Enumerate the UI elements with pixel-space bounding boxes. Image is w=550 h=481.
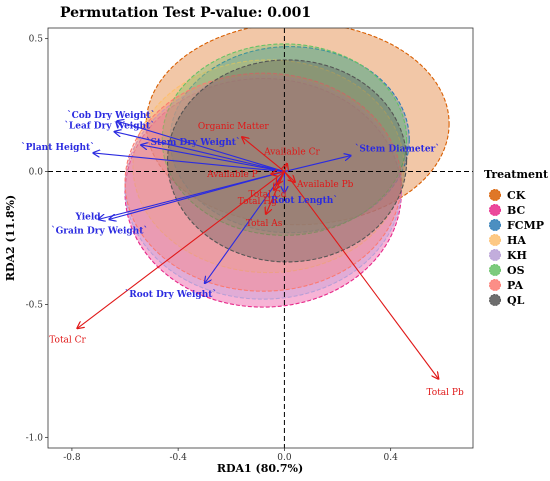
label-total-cr: Total Cr bbox=[49, 335, 86, 345]
legend-label-bc: BC bbox=[507, 204, 526, 217]
vector-grain-dry-weight bbox=[109, 171, 285, 220]
legend-title: Treatment bbox=[484, 168, 549, 181]
legend: Treatment CK BC FCMP HA KH OS PA QL bbox=[484, 168, 549, 307]
x-axis-ticks: -0.8 -0.4 0.0 0.4 bbox=[63, 448, 398, 463]
vector-stem-dry-weight bbox=[141, 145, 285, 173]
y-tick-label: -1.0 bbox=[26, 433, 44, 443]
label-stem-diameter: `Stem Diameter` bbox=[355, 144, 440, 155]
legend-key-fcmp bbox=[489, 219, 501, 231]
vector-root-dry-weight bbox=[205, 171, 285, 284]
label-stem-dry-weight: `Stem Dry Weight` bbox=[146, 137, 240, 148]
y-tick-label: 0.5 bbox=[29, 35, 44, 45]
vector-available-cr bbox=[284, 164, 287, 172]
vector-organic-matter bbox=[242, 137, 285, 172]
label-leaf-dry-weight: `Leaf Dry Weight` bbox=[64, 121, 154, 132]
vector-total-cr bbox=[77, 171, 285, 329]
label-root-dry-weight: `Root Dry Weight` bbox=[125, 289, 217, 300]
legend-label-ha: HA bbox=[507, 234, 526, 247]
legend-label-ql: QL bbox=[507, 294, 525, 307]
label-cob-dry-weight: `Cob Dry Weight` bbox=[67, 110, 155, 121]
y-tick-label: 0.0 bbox=[29, 168, 44, 178]
legend-label-pa: PA bbox=[507, 279, 523, 292]
vector-total-as bbox=[266, 171, 285, 215]
label-plant-height: `Plant Height` bbox=[21, 142, 95, 153]
x-tick-label: 0.4 bbox=[383, 453, 398, 463]
x-tick-label: 0.0 bbox=[277, 453, 292, 463]
plot-panel-border bbox=[47, 27, 474, 449]
legend-key-bc bbox=[489, 204, 501, 216]
biplot-vectors bbox=[77, 121, 438, 379]
vector-cob-dry-weight bbox=[117, 121, 285, 173]
x-axis-title: RDA1 (80.7%) bbox=[217, 462, 303, 475]
y-axis-title: RDA2 (11.8%) bbox=[4, 195, 17, 281]
ellipse-ql bbox=[166, 59, 408, 263]
legend-key-pa bbox=[489, 279, 501, 291]
legend-label-ck: CK bbox=[507, 189, 526, 202]
y-axis-ticks: 0.5 0.0 -0.5 -1.0 bbox=[26, 35, 48, 443]
legend-key-ql bbox=[489, 294, 501, 306]
label-total-cd: Total Cd bbox=[248, 190, 286, 200]
legend-key-kh bbox=[489, 249, 501, 261]
vector-stem-diameter bbox=[284, 156, 350, 173]
biplot-labels: `Cob Dry Weight``Leaf Dry Weight` `Plant … bbox=[21, 110, 464, 398]
x-tick-label: -0.4 bbox=[169, 453, 187, 463]
ellipse-ck bbox=[145, 28, 450, 226]
legend-key-ha bbox=[489, 234, 501, 246]
label-organic-matter: Organic Matter bbox=[198, 122, 270, 132]
label-available-p: Available P bbox=[206, 170, 258, 180]
x-tick-label: -0.8 bbox=[63, 453, 81, 463]
reference-lines bbox=[48, 28, 473, 448]
vector-leaf-dry-weight bbox=[114, 132, 285, 173]
legend-label-fcmp: FCMP bbox=[507, 219, 544, 232]
label-grain-dry-weight: `Grain Dry Weight` bbox=[51, 225, 148, 236]
legend-label-os: OS bbox=[507, 264, 525, 277]
label-yield: Yield bbox=[74, 212, 101, 222]
legend-label-kh: KH bbox=[507, 249, 527, 262]
label-total-as: Total As bbox=[246, 219, 283, 229]
vector-total-pb bbox=[283, 171, 438, 379]
chart-title: Permutation Test P-value: 0.001 bbox=[60, 5, 311, 21]
legend-key-os bbox=[489, 264, 501, 276]
y-tick-label: -0.5 bbox=[26, 300, 44, 310]
legend-key-ck bbox=[489, 189, 501, 201]
label-root-length: `Root Length` bbox=[266, 195, 337, 206]
label-total-hg: Total Hg bbox=[238, 197, 277, 207]
label-total-pb: Total Pb bbox=[426, 388, 464, 398]
label-available-pb: Available Pb bbox=[296, 180, 354, 190]
vector-plant-height bbox=[93, 153, 285, 173]
label-available-cr: Available Cr bbox=[263, 148, 320, 158]
vector-available-p bbox=[271, 172, 285, 175]
